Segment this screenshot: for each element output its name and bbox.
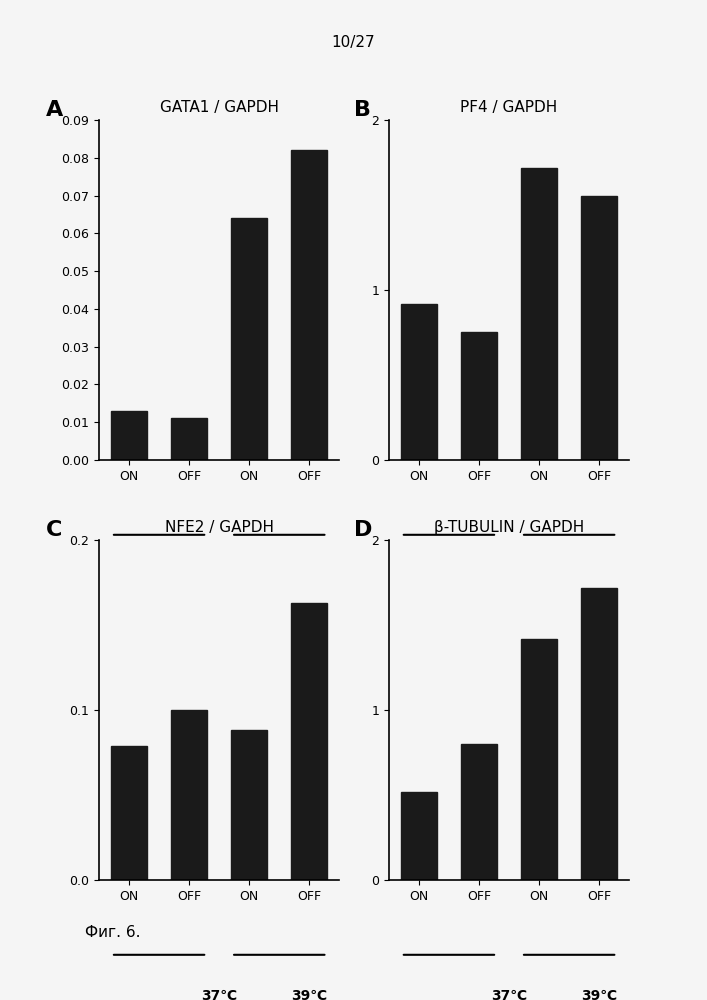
Text: B: B — [354, 100, 370, 120]
Bar — [291, 150, 327, 460]
Bar — [461, 332, 497, 460]
Bar — [521, 639, 557, 880]
Bar — [231, 730, 267, 880]
Bar — [291, 603, 327, 880]
Text: 37℃: 37℃ — [491, 989, 527, 1000]
Bar — [581, 196, 617, 460]
Title: NFE2 / GAPDH: NFE2 / GAPDH — [165, 520, 274, 535]
Bar — [111, 746, 147, 880]
Text: 37℃: 37℃ — [201, 569, 237, 583]
Bar — [521, 168, 557, 460]
Text: 39℃: 39℃ — [291, 989, 327, 1000]
Text: D: D — [354, 520, 372, 540]
Bar — [401, 304, 437, 460]
Bar — [401, 792, 437, 880]
Bar — [231, 218, 267, 460]
Text: 10/27: 10/27 — [332, 35, 375, 50]
Bar — [581, 588, 617, 880]
Text: 37℃: 37℃ — [201, 989, 237, 1000]
Text: Фиг. 6.: Фиг. 6. — [85, 925, 141, 940]
Bar — [171, 710, 207, 880]
Text: 37℃: 37℃ — [491, 569, 527, 583]
Title: PF4 / GAPDH: PF4 / GAPDH — [460, 100, 558, 115]
Text: 39℃: 39℃ — [581, 989, 617, 1000]
Text: C: C — [46, 520, 62, 540]
Bar — [461, 744, 497, 880]
Title: β-TUBULIN / GAPDH: β-TUBULIN / GAPDH — [434, 520, 584, 535]
Text: A: A — [46, 100, 63, 120]
Bar — [171, 418, 207, 460]
Text: 39℃: 39℃ — [291, 569, 327, 583]
Title: GATA1 / GAPDH: GATA1 / GAPDH — [160, 100, 279, 115]
Bar — [111, 411, 147, 460]
Text: 39℃: 39℃ — [581, 569, 617, 583]
